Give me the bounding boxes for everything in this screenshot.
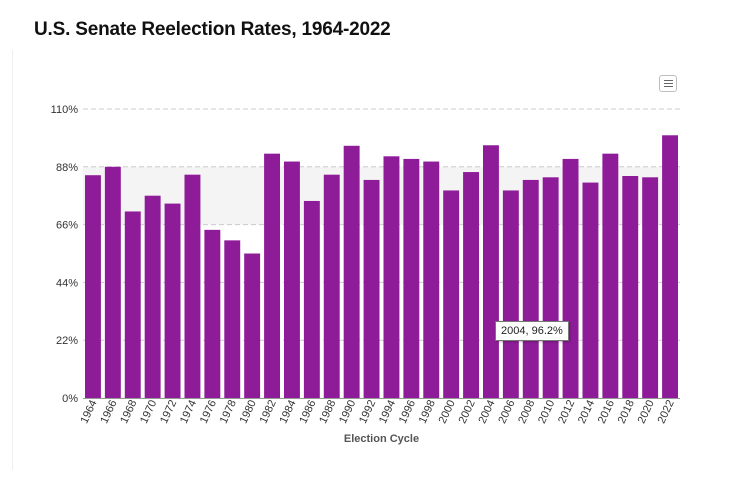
bar-1968[interactable]	[124, 211, 141, 398]
bar-2020[interactable]	[642, 177, 659, 398]
x-tick-label: 2016	[596, 398, 617, 425]
x-tick-label: 2004	[476, 398, 497, 425]
bar-1976[interactable]	[204, 229, 221, 398]
chart-menu-button[interactable]	[659, 75, 677, 92]
x-tick-label: 2010	[536, 398, 557, 425]
page-title: U.S. Senate Reelection Rates, 1964-2022	[34, 19, 391, 40]
x-tick-label: 1984	[277, 398, 298, 425]
x-tick-label: 1986	[297, 398, 318, 425]
chart-tooltip: 2004, 96.2%	[495, 321, 569, 341]
bar-1974[interactable]	[184, 174, 201, 398]
chart-panel	[12, 50, 736, 470]
x-tick-label: 1992	[357, 398, 378, 425]
bar-1992[interactable]	[363, 179, 380, 398]
x-tick-label: 2008	[516, 398, 537, 425]
bar-1970[interactable]	[144, 195, 161, 398]
bar-2018[interactable]	[622, 175, 639, 398]
bar-1966[interactable]	[104, 166, 121, 398]
bar-1986[interactable]	[303, 200, 320, 398]
bar-1996[interactable]	[403, 158, 420, 398]
x-tick-label: 1970	[138, 398, 159, 425]
x-tick-label: 1994	[377, 398, 398, 425]
bar-1972[interactable]	[164, 203, 181, 398]
x-tick-label: 1998	[417, 398, 438, 425]
bar-2014[interactable]	[582, 182, 599, 398]
y-tick-label: 0%	[62, 393, 78, 405]
bar-2008[interactable]	[522, 179, 539, 398]
x-tick-label: 1974	[178, 398, 199, 425]
x-tick-label: 2014	[576, 398, 597, 425]
x-axis-title: Election Cycle	[344, 433, 419, 445]
y-tick-label: 44%	[56, 277, 78, 289]
x-tick-label: 2006	[496, 398, 517, 425]
x-tick-label: 1976	[198, 398, 219, 425]
x-tick-label: 1982	[258, 398, 279, 425]
x-tick-label: 1988	[317, 398, 338, 425]
x-tick-label: 2022	[656, 398, 677, 425]
y-tick-label: 22%	[56, 335, 78, 347]
y-tick-label: 88%	[56, 162, 78, 174]
y-tick-label: 66%	[56, 220, 78, 232]
x-tick-label: 1968	[118, 398, 139, 425]
bar-2016[interactable]	[602, 153, 619, 398]
x-tick-label: 2020	[636, 398, 657, 425]
x-tick-label: 1964	[78, 398, 99, 425]
bar-2022[interactable]	[662, 135, 679, 399]
x-tick-label: 1978	[218, 398, 239, 425]
bar-1994[interactable]	[383, 156, 400, 398]
bar-1998[interactable]	[423, 161, 440, 398]
x-tick-label: 2012	[556, 398, 577, 425]
bar-2002[interactable]	[463, 172, 480, 398]
bar-1984[interactable]	[283, 161, 300, 398]
y-tick-label: 110%	[51, 104, 79, 116]
bar-2010[interactable]	[542, 177, 559, 398]
bar-1964[interactable]	[84, 175, 101, 398]
x-tick-label: 1996	[397, 398, 418, 425]
bar-2006[interactable]	[502, 190, 519, 398]
bar-1988[interactable]	[323, 174, 340, 398]
x-tick-label: 1966	[98, 398, 119, 425]
x-tick-label: 2000	[437, 398, 458, 425]
hamburger-menu-icon	[664, 80, 673, 81]
bar-2012[interactable]	[562, 158, 579, 398]
plot-band	[83, 166, 680, 225]
x-tick-label: 1980	[238, 398, 259, 425]
bar-1978[interactable]	[224, 240, 241, 398]
x-tick-label: 1972	[158, 398, 179, 425]
bar-2000[interactable]	[443, 190, 460, 398]
bar-1990[interactable]	[343, 145, 360, 398]
bar-2004[interactable]	[482, 145, 499, 398]
x-tick-label: 2002	[457, 398, 478, 425]
x-tick-label: 1990	[337, 398, 358, 425]
x-tick-label: 2018	[616, 398, 637, 425]
bar-1982[interactable]	[264, 153, 281, 398]
bar-1980[interactable]	[244, 253, 261, 399]
